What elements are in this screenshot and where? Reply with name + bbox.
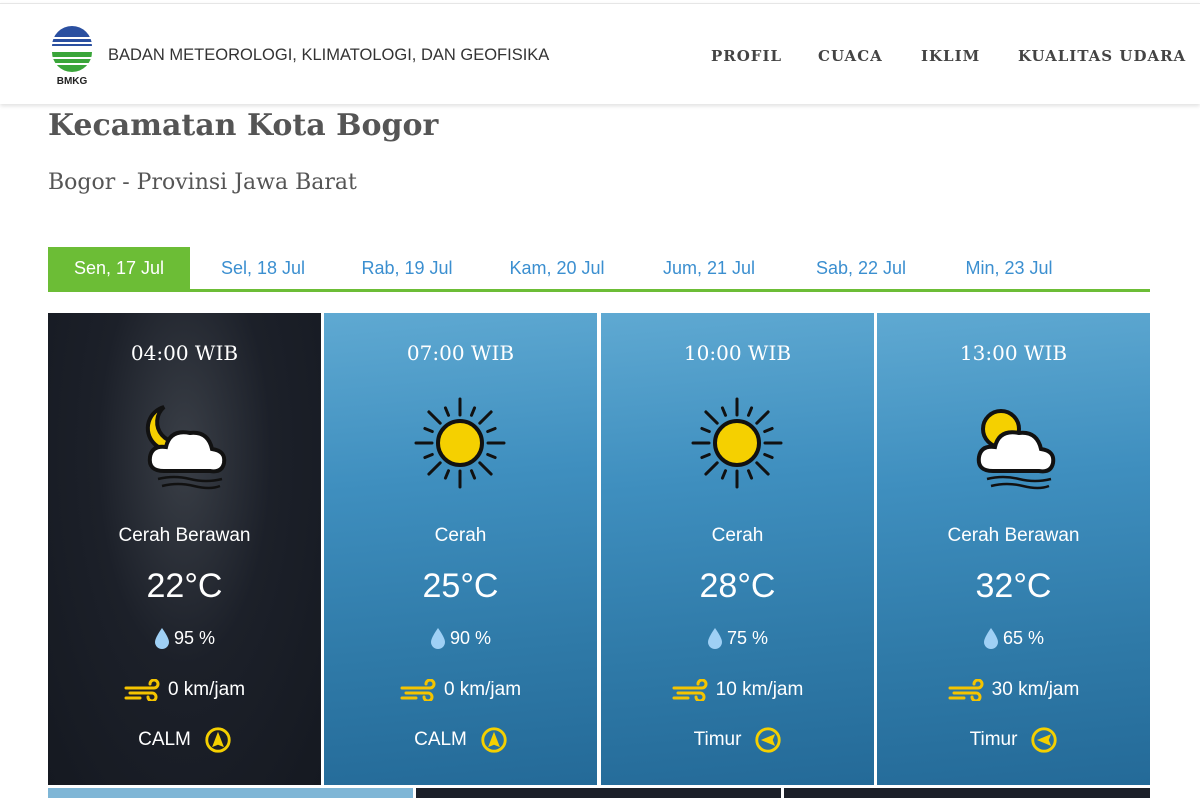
nav-profil[interactable]: PROFIL [711, 47, 783, 65]
tab-sab-22-jul[interactable]: Sab, 22 Jul [815, 258, 907, 278]
compass-north-icon [205, 727, 231, 753]
forecast-card: 04:00 WIB Cerah Berawan 22°C 95 % 0 km/j… [48, 313, 321, 785]
nav-cuaca[interactable]: CUACA [818, 47, 883, 65]
temperature: 32°C [975, 567, 1052, 605]
compass-north-icon [481, 727, 507, 753]
wind-direction: Timur [693, 729, 742, 750]
humidity-value: 95 % [173, 627, 216, 648]
forecast-time: 13:00 WIB [959, 341, 1068, 365]
tab-rab-19-jul[interactable]: Rab, 19 Jul [361, 258, 453, 278]
nav-iklim[interactable]: IKLIM [921, 47, 981, 65]
wind-icon [672, 679, 708, 701]
tab-kam-20-jul[interactable]: Kam, 20 Jul [509, 258, 605, 278]
humidity-value: 65 % [1002, 627, 1045, 648]
humidity-value: 90 % [449, 627, 492, 648]
site-header: BMKG BADAN METEOROLOGI, KLIMATOLOGI, DAN… [0, 3, 1200, 104]
page-title: Kecamatan Kota Bogor [48, 108, 439, 143]
weather-condition: Cerah Berawan [118, 525, 251, 546]
forecast-card: 13:00 WIB Cerah Berawan 32°C 65 % 30 km/… [877, 313, 1150, 785]
nav-kualitas-udara[interactable]: KUALITAS UDARA [1018, 47, 1187, 65]
compass-east-icon [1031, 727, 1058, 753]
wind-icon [400, 679, 436, 701]
humidity-drop-icon [154, 628, 169, 649]
temperature: 28°C [699, 567, 776, 605]
humidity-value: 75 % [726, 627, 769, 648]
weather-condition: Cerah Berawan [947, 525, 1080, 546]
wind-icon [124, 679, 160, 701]
humidity-drop-icon [430, 628, 445, 649]
weather-condition: Cerah [711, 525, 764, 546]
svg-text:BMKG: BMKG [57, 76, 88, 87]
temperature: 25°C [422, 567, 499, 605]
forecast-card: 07:00 WIB Cerah 25°C 90 % 0 km/jam CALM [324, 313, 597, 785]
bmkg-logo[interactable]: BMKG [48, 24, 96, 88]
sun-cloud-icon [976, 409, 1056, 490]
forecast-time: 04:00 WIB [130, 341, 239, 365]
wind-icon [948, 679, 984, 701]
compass-east-icon [755, 727, 782, 753]
day-tabs: Sen, 17 Jul Sel, 18 Jul Rab, 19 Jul Kam,… [48, 247, 1150, 292]
forecast-time: 10:00 WIB [683, 341, 792, 365]
wind-speed: 0 km/jam [167, 679, 246, 700]
wind-speed: 30 km/jam [991, 679, 1080, 700]
next-card-partial [784, 788, 1150, 798]
weather-condition: Cerah [434, 525, 487, 546]
org-name: BADAN METEOROLOGI, KLIMATOLOGI, DAN GEOF… [108, 46, 550, 64]
wind-direction: CALM [414, 729, 467, 750]
wind-direction: CALM [138, 729, 191, 750]
humidity-drop-icon [707, 628, 722, 649]
sun-icon [414, 397, 506, 489]
page-subtitle: Bogor - Provinsi Jawa Barat [48, 170, 357, 195]
sun-icon [691, 397, 783, 489]
next-card-partial [416, 788, 781, 798]
wind-speed: 10 km/jam [715, 679, 804, 700]
wind-direction: Timur [969, 729, 1018, 750]
tab-min-23-jul[interactable]: Min, 23 Jul [965, 258, 1053, 278]
next-card-partial [48, 788, 413, 798]
tab-sel-18-jul[interactable]: Sel, 18 Jul [220, 258, 306, 278]
forecast-card: 10:00 WIB Cerah 28°C 75 % 10 km/jam Timu… [601, 313, 874, 785]
temperature: 22°C [146, 567, 223, 605]
forecast-time: 07:00 WIB [406, 341, 515, 365]
tab-jum-21-jul[interactable]: Jum, 21 Jul [662, 258, 756, 278]
tab-sen-17-jul[interactable]: Sen, 17 Jul [48, 247, 190, 289]
humidity-drop-icon [983, 628, 998, 649]
wind-speed: 0 km/jam [443, 679, 522, 700]
moon-cloud-icon [145, 405, 227, 490]
